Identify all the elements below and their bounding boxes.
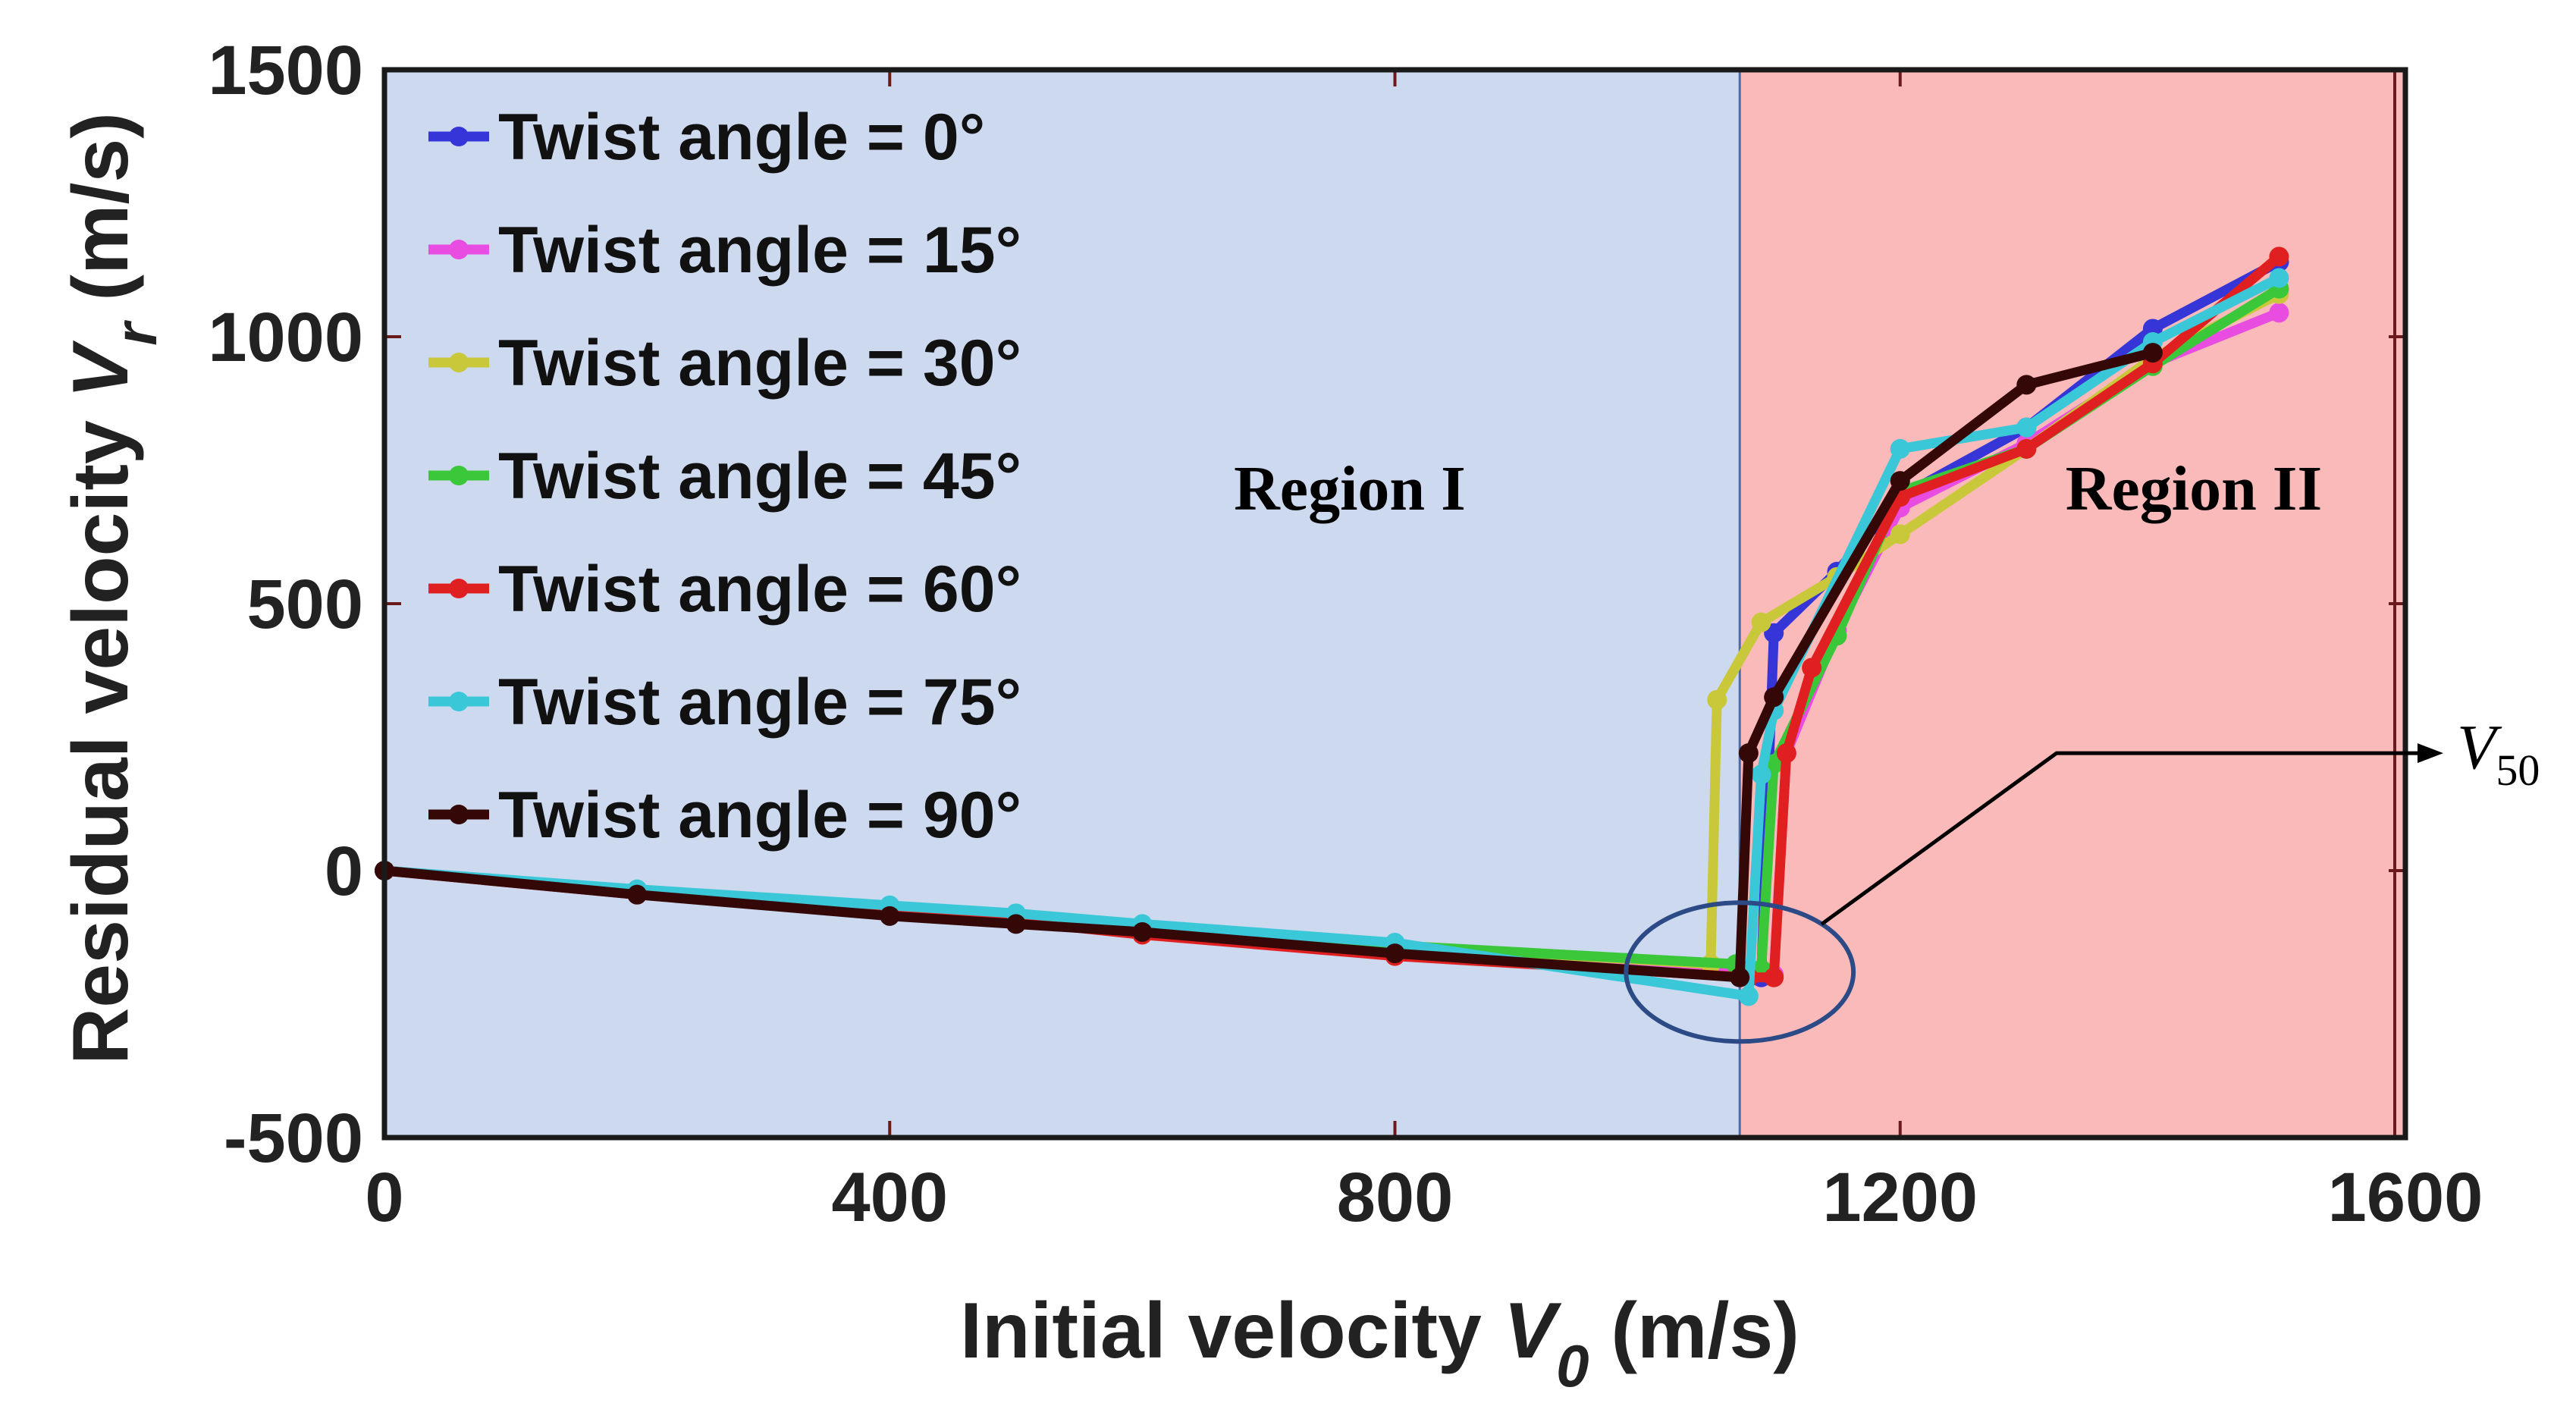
legend-label: Twist angle = 90° xyxy=(498,779,1021,852)
x-tick-label: 0 xyxy=(365,1159,403,1236)
y-tick-label: 500 xyxy=(247,566,364,643)
legend-label: Twist angle = 45° xyxy=(498,440,1021,513)
series-7 xyxy=(375,343,2163,987)
legend-label: Twist angle = 0° xyxy=(498,101,985,174)
legend-swatch-marker xyxy=(449,805,469,824)
legend-item: Twist angle = 30° xyxy=(428,327,1021,400)
data-point xyxy=(1764,967,1784,987)
legend-swatch-marker xyxy=(449,579,469,598)
data-point xyxy=(627,884,648,905)
x-tick-label: 400 xyxy=(832,1159,949,1236)
legend-item: Twist angle = 0° xyxy=(428,101,985,174)
data-point xyxy=(2016,375,2037,395)
x-axis-title-prefix: Initial velocity xyxy=(960,1287,1504,1375)
data-point xyxy=(2142,343,2163,363)
v50-ellipse xyxy=(1624,900,1856,1044)
v50-label-subscript: 50 xyxy=(2496,745,2540,795)
data-point xyxy=(1738,986,1759,1006)
y-axis-title-subscript: r xyxy=(102,320,169,346)
legend-item: Twist angle = 15° xyxy=(428,214,1021,287)
y-axis-title-symbol: V xyxy=(57,340,145,398)
y-axis-title: Residual velocity Vr (m/s) xyxy=(57,112,169,1065)
data-point xyxy=(2269,246,2289,267)
legend: Twist angle = 0° Twist angle = 15° Twist a… xyxy=(428,101,1021,852)
data-point xyxy=(1707,689,1727,710)
legend-label: Twist angle = 75° xyxy=(498,666,1021,739)
series-line xyxy=(379,347,2158,983)
v50-label: V50 xyxy=(2457,712,2540,795)
y-tick-label: 1000 xyxy=(208,299,363,376)
y-tick-label: 1500 xyxy=(208,32,363,109)
data-point xyxy=(1730,967,1750,987)
data-point xyxy=(1385,943,1405,964)
y-tick-label: -500 xyxy=(224,1100,363,1177)
legend-swatch-marker xyxy=(449,692,469,711)
data-point xyxy=(880,906,900,926)
data-point xyxy=(1751,764,1771,785)
x-axis-title-subscript: 0 xyxy=(1556,1332,1589,1399)
legend-item: Twist angle = 45° xyxy=(428,440,1021,513)
data-point xyxy=(2016,417,2037,438)
data-point xyxy=(1776,743,1796,764)
data-point xyxy=(1738,743,1759,764)
legend-label: Twist angle = 60° xyxy=(498,553,1021,626)
data-point xyxy=(1890,524,1910,545)
v50-arrowhead xyxy=(2418,743,2443,764)
data-point xyxy=(1132,921,1153,942)
x-axis-title: Initial velocity V0 (m/s) xyxy=(960,1287,1799,1399)
region-labels: Region I Region II xyxy=(1234,454,2322,524)
region-backgrounds xyxy=(384,70,2405,1138)
x-axis-title-suffix: (m/s) xyxy=(1589,1287,1799,1375)
v50-leader-line xyxy=(1820,751,2419,926)
region-label-1: Region I xyxy=(1234,454,1466,524)
legend-swatch-marker xyxy=(449,466,469,485)
x-tick-label: 1600 xyxy=(2328,1159,2483,1236)
data-point xyxy=(1751,612,1771,632)
data-point xyxy=(2269,268,2289,288)
data-point xyxy=(1006,914,1026,934)
legend-item: Twist angle = 75° xyxy=(428,666,1021,739)
data-point xyxy=(1802,658,1822,678)
legend-swatch-marker xyxy=(449,240,469,259)
data-point xyxy=(1764,687,1784,708)
data-point xyxy=(1890,471,1910,491)
legend-swatch-marker xyxy=(449,127,469,146)
legend-item: Twist angle = 60° xyxy=(428,553,1021,626)
legend-swatch-marker xyxy=(449,353,469,372)
x-tick-label: 1200 xyxy=(1822,1159,1978,1236)
data-point xyxy=(2269,303,2289,323)
data-point xyxy=(2016,438,2037,459)
region-label-2: Region II xyxy=(2066,454,2322,524)
data-point xyxy=(1890,438,1910,459)
x-tick-label: 800 xyxy=(1337,1159,1454,1236)
y-axis-title-prefix: Residual velocity xyxy=(57,398,145,1065)
y-axis-title-suffix: (m/s) xyxy=(57,112,145,322)
legend-label: Twist angle = 15° xyxy=(498,214,1021,287)
y-tick-label: 0 xyxy=(325,833,363,910)
plot-frame xyxy=(381,67,2408,1141)
legend-item: Twist angle = 90° xyxy=(428,779,1021,852)
x-axis-title-symbol: V xyxy=(1504,1287,1562,1375)
legend-label: Twist angle = 30° xyxy=(498,327,1021,400)
series-layer xyxy=(375,246,2289,1006)
